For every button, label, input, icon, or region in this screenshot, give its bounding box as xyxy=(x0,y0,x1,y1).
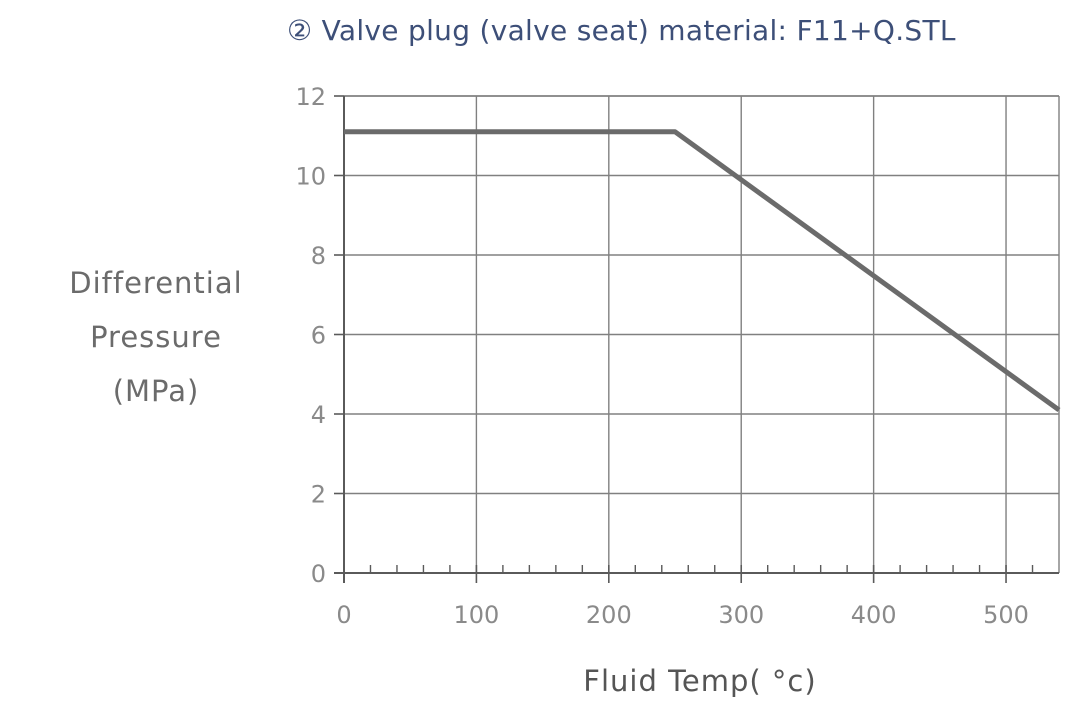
y-axis-label-line-1: Differential xyxy=(69,266,243,300)
y-tick-label-3: 6 xyxy=(311,322,326,350)
tick-labels: 0 2 4 6 8 10 12 0 100 200 300 400 500 xyxy=(295,83,1034,629)
x-tick-label-1: 100 xyxy=(454,601,500,629)
x-tick-label-5: 500 xyxy=(983,601,1029,629)
chart-title: ② Valve plug (valve seat) material: F11+… xyxy=(287,14,956,47)
y-tick-label-2: 4 xyxy=(311,401,326,429)
y-axis-label: Differential Pressure (MPa) xyxy=(40,256,272,418)
y-tick-label-6: 12 xyxy=(295,83,326,111)
series-line-0 xyxy=(344,129,1061,413)
y-axis-label-line-3: (MPa) xyxy=(112,374,200,408)
series xyxy=(344,129,1061,413)
y-tick-label-1: 2 xyxy=(311,481,326,509)
x-tick-label-0: 0 xyxy=(336,601,351,629)
y-tick-label-4: 8 xyxy=(311,242,326,270)
grid xyxy=(334,95,1060,583)
x-tick-label-4: 400 xyxy=(851,601,897,629)
x-axis-label: Fluid Temp( °c) xyxy=(583,664,817,698)
x-tick-label-3: 300 xyxy=(718,601,764,629)
y-tick-label-5: 10 xyxy=(295,163,326,191)
x-tick-label-2: 200 xyxy=(586,601,632,629)
y-tick-label-0: 0 xyxy=(311,560,326,588)
y-axis-label-line-2: Pressure xyxy=(90,320,222,354)
